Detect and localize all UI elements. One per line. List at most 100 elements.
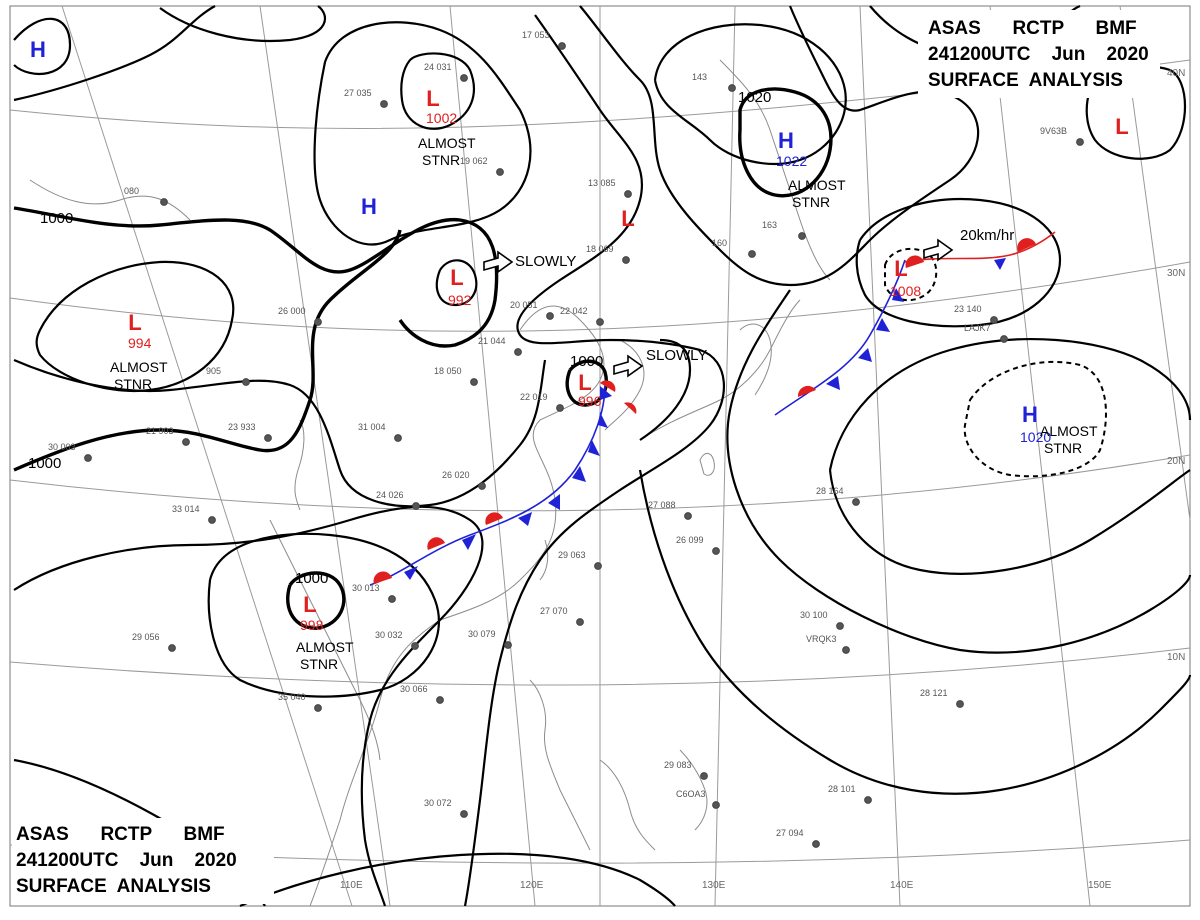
cold-front-symbol xyxy=(548,494,560,510)
pressure-value: 1008 xyxy=(890,283,921,299)
station-circle-icon xyxy=(852,498,860,506)
station-circle-icon xyxy=(812,840,820,848)
pressure-value: 998 xyxy=(300,617,324,633)
station-circle-icon xyxy=(596,318,604,326)
motion-arrow-icon xyxy=(923,238,954,262)
warm-front-symbol xyxy=(797,385,816,397)
station-model: 30 066 xyxy=(400,684,444,704)
station-model: 28 101 xyxy=(828,784,872,804)
station-model: 160 xyxy=(712,238,756,258)
station-model: 143 xyxy=(692,72,736,92)
station-model: 27 035 xyxy=(344,88,388,108)
cold-front-symbol xyxy=(876,318,890,332)
motion-label: 20km/hr xyxy=(960,227,1014,244)
movement-note: ALMOST xyxy=(418,135,476,151)
station-label: 26 000 xyxy=(278,306,306,316)
station-circle-icon xyxy=(836,622,844,630)
header-bottom-background xyxy=(12,818,274,904)
station-model: 163 xyxy=(762,220,806,240)
warm-front-symbol xyxy=(427,537,445,550)
station-observations: 9V63B LAJK7 VRQK3 C6OA3 17 053 24 031 27 035 18… xyxy=(48,30,1084,848)
station-circle-icon xyxy=(956,700,964,708)
station-circle-icon xyxy=(624,190,632,198)
station-circle-icon xyxy=(182,438,190,446)
station-label: 160 xyxy=(712,238,727,248)
station-label: 17 053 xyxy=(522,30,550,40)
longitude-label: 120E xyxy=(520,880,544,891)
station-model: 17 053 xyxy=(522,30,566,50)
station-label: 22 019 xyxy=(520,392,548,402)
header-bottom: ASAS RCTP BMF 241200UTC Jun 2020 SURFACE… xyxy=(12,818,274,904)
station-model: 29 083 xyxy=(664,760,708,780)
station-label: 28 164 xyxy=(816,486,844,496)
station-label: 30 079 xyxy=(468,629,496,639)
high-pressure-marker: H xyxy=(361,194,377,219)
latitude-label: 30N xyxy=(1167,268,1185,279)
coastlines xyxy=(29,59,831,907)
low-pressure-marker: L xyxy=(578,370,591,395)
station-label: 33 014 xyxy=(172,504,200,514)
station-label: 31 004 xyxy=(358,422,386,432)
station-circle-icon xyxy=(470,378,478,386)
station-model: 26 099 xyxy=(676,535,720,555)
station-circle-icon xyxy=(84,454,92,462)
pressure-value: 1022 xyxy=(776,153,807,169)
longitude-label: 150E xyxy=(1088,880,1112,891)
station-model: 24 031 xyxy=(424,62,468,82)
warm-front-symbol xyxy=(600,380,616,392)
station-model: 23 933 xyxy=(228,422,272,442)
station-label: 23 933 xyxy=(228,422,256,432)
pressure-value: 992 xyxy=(448,292,472,308)
station-label: 30 100 xyxy=(800,610,828,620)
movement-note: STNR xyxy=(1044,440,1082,456)
station-model: 905 xyxy=(206,366,250,386)
station-circle-icon xyxy=(314,704,322,712)
station-model: 21 903 xyxy=(146,426,190,446)
low-pressure-marker: L xyxy=(1115,114,1128,139)
isobar-label-group: 1000 1000 1020 1000 1000 xyxy=(28,89,771,587)
station-model: 30 072 xyxy=(424,798,468,818)
station-label: 163 xyxy=(762,220,777,230)
station-circle-icon xyxy=(460,810,468,818)
header-top-line1: ASAS RCTP BMF xyxy=(928,18,1137,39)
cold-front-symbol xyxy=(462,534,476,550)
station-model: 19 062 xyxy=(460,156,504,176)
station-label: 13 085 xyxy=(588,178,616,188)
station-circle-icon xyxy=(496,168,504,176)
movement-note: STNR xyxy=(114,376,152,392)
cold-front-symbol xyxy=(826,376,840,390)
pressure-value: 996 xyxy=(578,393,602,409)
station-label: 30 032 xyxy=(375,630,403,640)
station-label: 27 070 xyxy=(540,606,568,616)
pressure-value: 994 xyxy=(128,335,152,351)
movement-note: ALMOST xyxy=(1040,423,1098,439)
movement-note: ALMOST xyxy=(788,177,846,193)
station-circle-icon xyxy=(478,482,486,490)
station-model: LAJK7 xyxy=(964,323,1008,343)
isobar-label: 1000 xyxy=(40,210,73,227)
low-pressure-marker: L xyxy=(450,265,463,290)
station-model: C6OA3 xyxy=(676,789,720,809)
station-label: 27 035 xyxy=(344,88,372,98)
pressure-value: 1020 xyxy=(1020,429,1051,445)
station-label: C6OA3 xyxy=(676,789,706,799)
station-circle-icon xyxy=(622,256,630,264)
station-circle-icon xyxy=(576,618,584,626)
movement-note: ALMOST xyxy=(110,359,168,375)
longitude-label: 110E xyxy=(340,880,363,891)
warm-front-symbol xyxy=(373,571,392,584)
station-model: VRQK3 xyxy=(806,634,850,654)
isobar-label: 1000 xyxy=(570,353,603,370)
station-circle-icon xyxy=(242,378,250,386)
header-top: ASAS RCTP BMF 241200UTC Jun 2020 SURFACE… xyxy=(918,10,1160,98)
station-model: 28 164 xyxy=(816,486,860,506)
station-label: 905 xyxy=(206,366,221,376)
isobar-label: 1000 xyxy=(295,570,328,587)
station-model: 080 xyxy=(124,186,168,206)
station-label: 30 066 xyxy=(400,684,428,694)
station-model: 35 040 xyxy=(278,692,322,712)
longitude-label-group: 110E 120E 130E 140E 150E xyxy=(340,880,1112,891)
station-label: 30 003 xyxy=(48,442,76,452)
latitude-label-group: 40N 30N 20N 10N xyxy=(1167,68,1185,663)
